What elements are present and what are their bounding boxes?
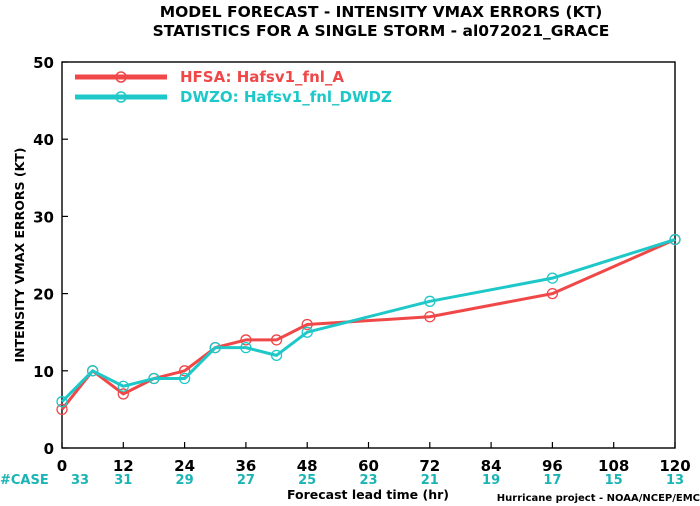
case-count: 17 [543, 473, 561, 488]
case-count: 25 [298, 473, 316, 488]
series-point [424, 311, 436, 323]
case-count: 23 [359, 473, 377, 488]
x-tick-label: 72 [419, 457, 440, 475]
x-tick-label: 60 [358, 457, 379, 475]
credit-text: Hurricane project - NOAA/NCEP/EMC [497, 493, 700, 504]
series-point [56, 403, 68, 416]
series-point [270, 349, 283, 362]
series-point [117, 380, 129, 392]
series-point [301, 326, 313, 338]
x-tick-label: 120 [659, 457, 690, 475]
x-tick-label: 96 [542, 457, 563, 475]
y-tick-label: 40 [33, 131, 54, 149]
y-tick-label: 20 [33, 286, 54, 304]
case-count: 33 [71, 473, 89, 488]
y-tick-label: 0 [44, 440, 54, 458]
case-count: 19 [482, 473, 500, 488]
case-label: #CASE [0, 473, 49, 488]
series-point [546, 287, 559, 300]
series-point [424, 295, 436, 307]
x-tick-label: 0 [57, 457, 67, 475]
series-point [301, 318, 313, 331]
legend-marker [115, 91, 127, 103]
series-point [56, 396, 68, 408]
case-count: 15 [605, 473, 623, 488]
series-point [240, 341, 252, 354]
case-count: 13 [666, 473, 684, 488]
series-point [87, 365, 99, 377]
y-axis-label: INTENSITY VMAX ERRORS (KT) [12, 147, 27, 362]
case-count: 31 [114, 473, 132, 488]
series-point [117, 388, 129, 400]
series-point [270, 334, 283, 346]
plot-area: 0 12 24 36 48 60 72 84 96 108 120 0 10 20 30 40 50 HFSA: … [33, 54, 691, 488]
plot-frame [61, 61, 676, 449]
series-point [240, 334, 252, 346]
legend-label: DWZO: Hafsv1_fnl_DWDZ [180, 88, 392, 106]
case-count: 21 [421, 473, 439, 488]
x-tick-label: 84 [481, 457, 502, 475]
chart-title: MODEL FORECAST - INTENSITY VMAX ERRORS (… [160, 3, 603, 21]
series-point [669, 233, 681, 246]
y-tick-label: 30 [33, 208, 54, 226]
series-line [60, 238, 676, 403]
y-tick-label: 10 [33, 363, 54, 381]
x-tick-label: 12 [113, 457, 134, 475]
series-point [209, 341, 221, 354]
series-line [60, 238, 676, 411]
case-count: 29 [176, 473, 194, 488]
x-tick-label: 48 [297, 457, 318, 475]
series-point [178, 365, 191, 377]
series-point [178, 372, 191, 385]
series-point [546, 272, 559, 284]
x-tick-label: 36 [235, 457, 256, 475]
y-tick-label: 50 [33, 54, 54, 72]
case-count: 27 [237, 473, 255, 488]
x-tick-label: 24 [174, 457, 195, 475]
series-point [148, 372, 160, 385]
legend-marker [115, 71, 127, 83]
x-axis-label: Forecast lead time (hr) [287, 487, 449, 502]
x-tick-label: 108 [598, 457, 629, 475]
legend-label: HFSA: Hafsv1_fnl_A [180, 68, 344, 86]
chart-subtitle: STATISTICS FOR A SINGLE STORM - al072021… [153, 22, 610, 40]
